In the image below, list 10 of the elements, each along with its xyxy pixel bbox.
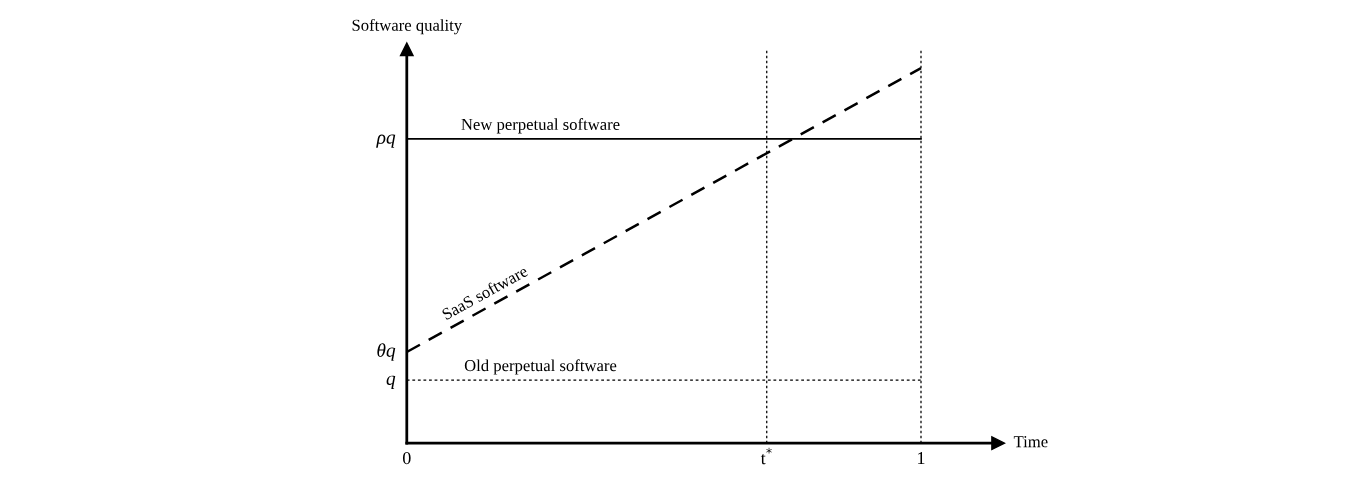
x-tick-label: 0 (402, 452, 411, 465)
x-axis-title: Time (1013, 436, 1048, 448)
text: ρq (376, 134, 396, 148)
x-tick-label: t$^{*}$ (760, 447, 772, 465)
x-tick-label: 1 (918, 452, 925, 465)
text: θq (377, 343, 396, 361)
series-label: Old perpetual software (464, 359, 617, 375)
text: q (386, 375, 396, 389)
series-label: New perpetual software (461, 118, 620, 134)
y-axis-title: Software quality (352, 18, 463, 35)
